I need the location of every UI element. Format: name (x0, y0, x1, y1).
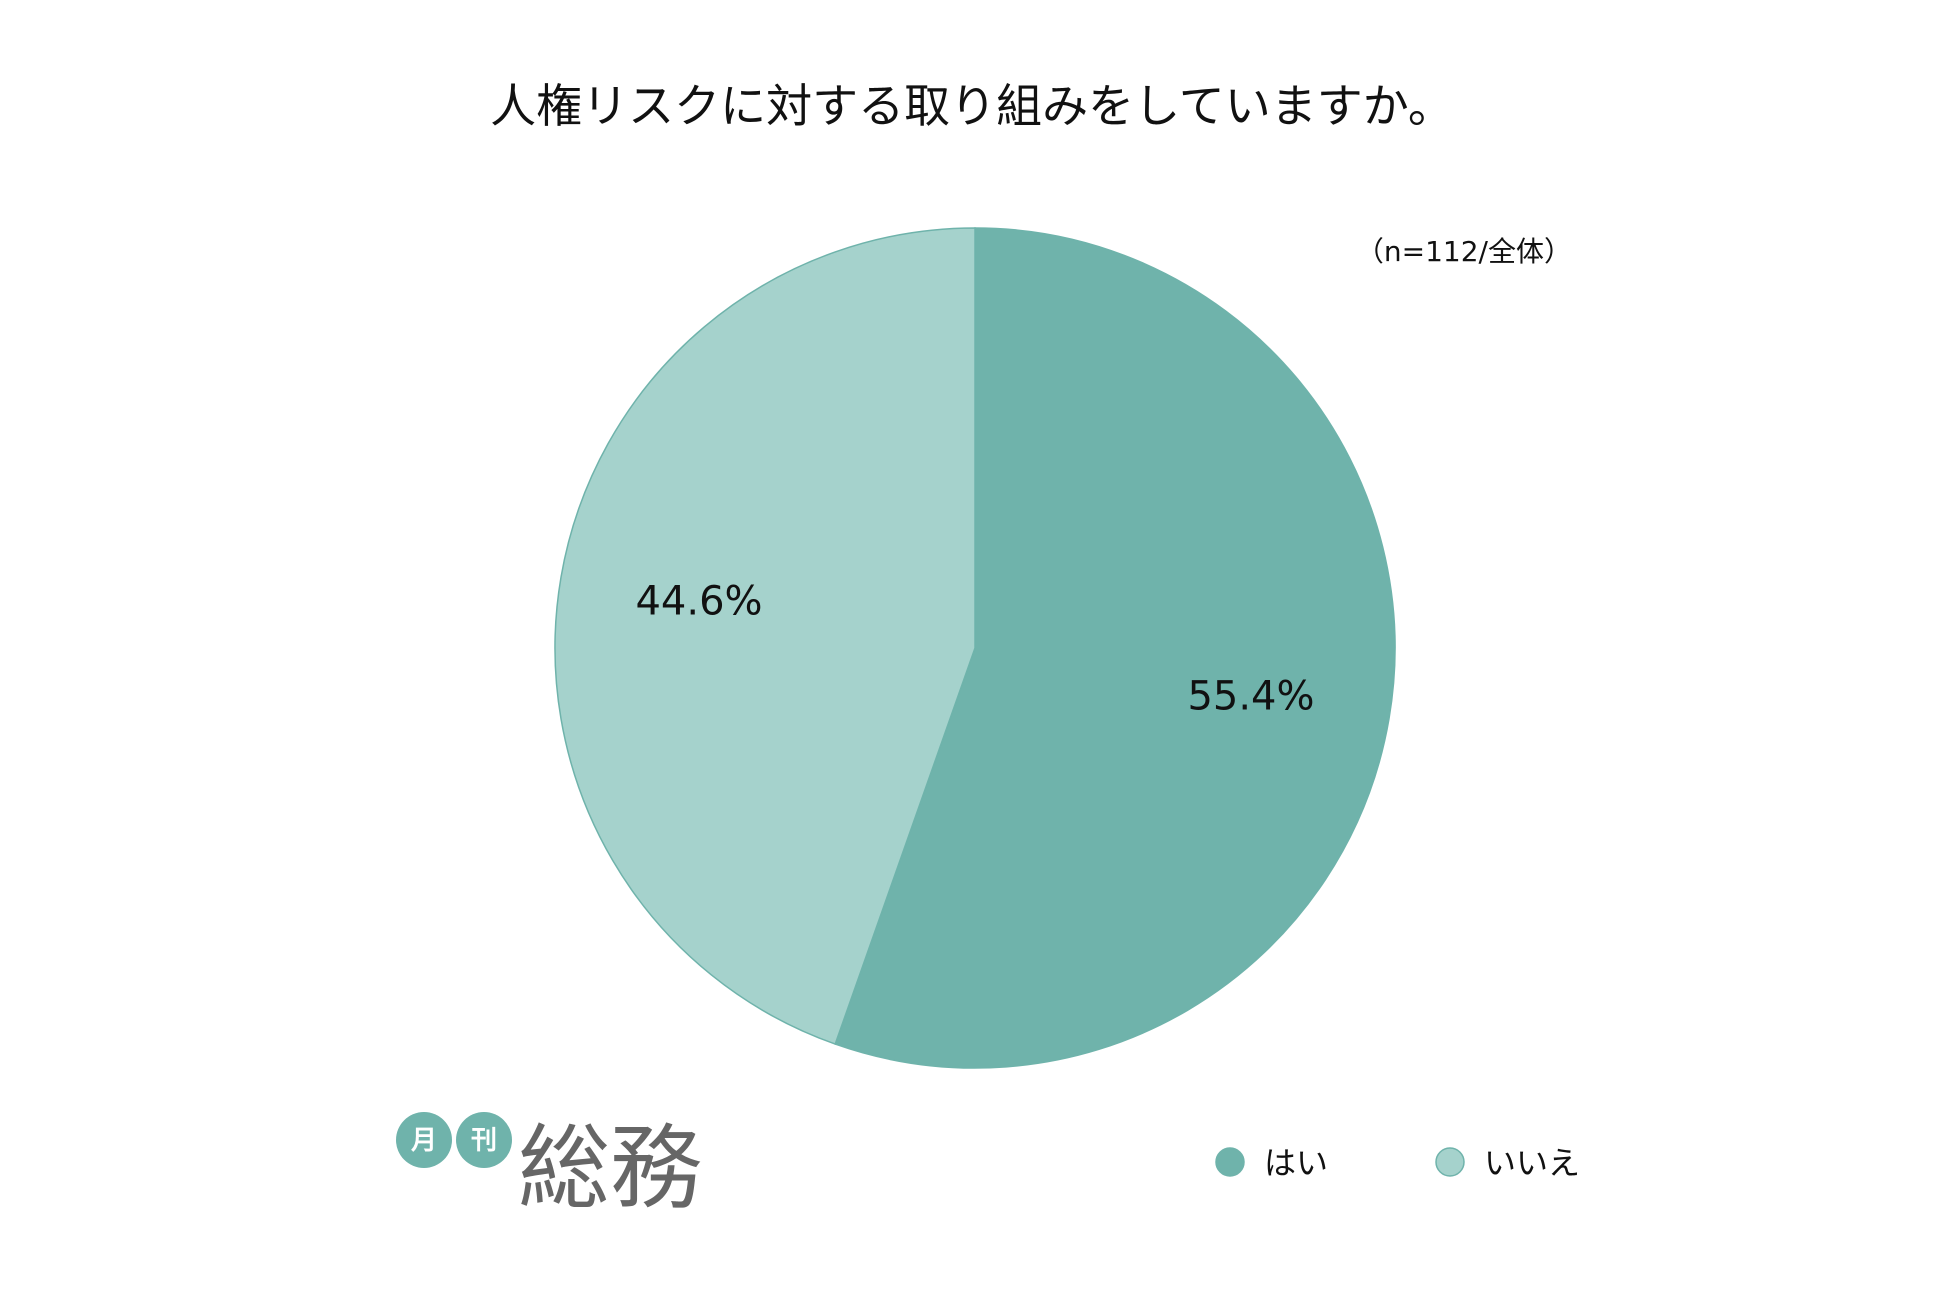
pie-slice-1 (554, 227, 976, 1046)
logo-badge-tsuki-text: 月 (410, 1126, 437, 1156)
logo-badge-kan-text: 刊 (471, 1126, 497, 1156)
pie-value-labels: 55.4% 44.6% (635, 579, 1314, 720)
legend-label-iie: いいえ (1484, 1144, 1580, 1182)
publisher-logo: 月 刊 総務 (396, 1112, 702, 1222)
slice-value-label-0: 55.4% (1187, 673, 1314, 719)
legend-swatch-iie (1435, 1147, 1465, 1177)
logo-badge-tsuki (396, 1112, 452, 1168)
pie-slices (554, 227, 1396, 1069)
chart-title: 人権リスクに対する取り組みをしていますか。 (490, 79, 1454, 133)
legend: はい いいえ (1215, 1144, 1580, 1182)
slice-value-label-1: 44.6% (635, 579, 762, 625)
logo-badge-kan (456, 1112, 512, 1168)
sample-size-note: （n=112/全体） (1356, 235, 1572, 268)
legend-swatch-hai (1215, 1147, 1245, 1177)
legend-label-hai: はい (1264, 1144, 1328, 1182)
logo-name: 総務 (518, 1115, 702, 1222)
